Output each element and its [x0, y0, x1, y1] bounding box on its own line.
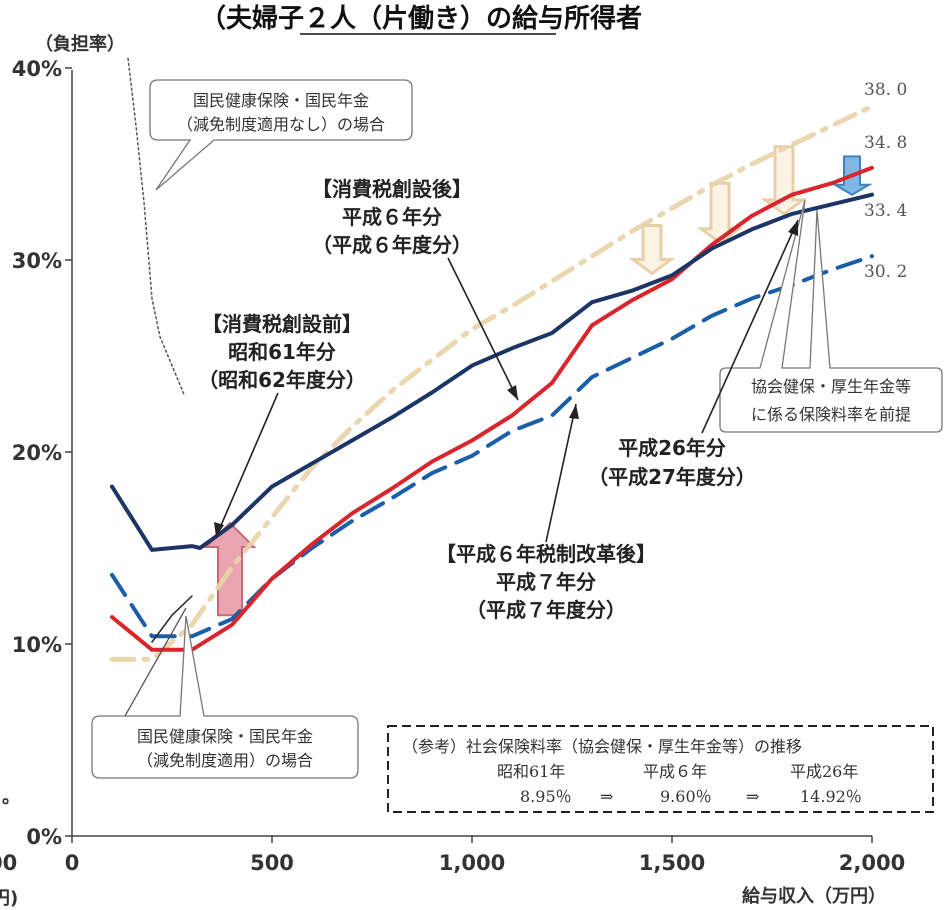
y-tick-label: 20% [12, 441, 62, 465]
before-ct-line1: 【消費税創設前】 [202, 312, 362, 336]
hollow-shift-arrow [628, 223, 676, 276]
series-line-s1994 [110, 165, 874, 652]
edge-label-unit: 円) [0, 888, 18, 909]
reference-year-1: 昭和61年 [497, 762, 565, 781]
x-tick-label: 2,000 [839, 851, 905, 875]
reference-arrow-1: ⇒ [600, 787, 613, 806]
hollow-shift-arrow [760, 145, 808, 216]
pointer-h6reform [545, 403, 577, 543]
reference-value-2: 9.60％ [660, 787, 712, 806]
end-value-label: 34. 8 [864, 133, 907, 153]
before-ct-line2: 昭和61年分 [228, 340, 336, 364]
shift-arrows [628, 145, 808, 276]
y-axis-label: （負担率） [35, 33, 125, 55]
callout-nokg-line2: （減免制度適用なし）の場合 [177, 115, 385, 134]
callout-kg-pointer [124, 607, 187, 717]
edge-label-dot: 。 [2, 787, 20, 808]
end-value-label: 33. 4 [864, 201, 907, 221]
callout-kg-line1: 国民健康保険・国民年金 [137, 727, 313, 746]
annotation-before-ct: 【消費税創設前】 昭和61年分 （昭和62年度分） [198, 312, 366, 392]
annotation-h6reform: 【平成６年税制改革後】 平成７年分 （平成７年度分） [436, 542, 656, 622]
series-line-s_kg [151, 595, 193, 643]
h26-line2: （平成27年度分） [588, 465, 756, 489]
x-tick-label: 500 [250, 851, 294, 875]
pointer-h26 [701, 219, 799, 434]
annotation-after-ct: 【消費税創設後】 平成６年分 （平成６年度分） [312, 177, 472, 257]
x-axis-label: 給与収入（万円） [742, 885, 886, 907]
callout-nokg: 国民健康保険・国民年金 （減免制度適用なし）の場合 [149, 79, 413, 191]
hollow-shift-arrow [696, 181, 744, 245]
x-tick-label: 1,000 [439, 851, 505, 875]
callout-kg-line2: （減免制度適用）の場合 [137, 751, 313, 770]
reference-value-1: 8.95％ [520, 787, 572, 806]
y-tick-label: 40% [12, 57, 62, 81]
callout-nokg-line1: 国民健康保険・国民年金 [193, 91, 369, 110]
pointer-lines [215, 219, 799, 543]
reference-year-3: 平成26年 [790, 762, 858, 781]
h26-line1: 平成26年分 [618, 436, 726, 460]
y-tick-label: 10% [12, 633, 62, 657]
h6reform-line2: 平成７年分 [496, 570, 596, 594]
callout-kyokai: 協会健保・厚生年金等 に係る保険料率を前提 [719, 199, 943, 433]
reference-value-3: 14.92％ [800, 787, 862, 806]
callout-kg: 国民健康保険・国民年金 （減免制度適用）の場合 [91, 607, 359, 779]
h6reform-line3: （平成７年度分） [466, 598, 626, 622]
x-tick-label: 0 [65, 851, 80, 875]
callout-kyokai-line1: 協会健保・厚生年金等 [751, 377, 911, 396]
end-value-label: 30. 2 [864, 262, 907, 282]
edge-label-00: 00 [0, 851, 17, 875]
series-line-s_nokg [127, 57, 185, 396]
series-line-s2014 [109, 103, 875, 662]
h6reform-line1: 【平成６年税制改革後】 [436, 542, 656, 566]
reference-box: （参考）社会保険料率（協会健保・厚生年金等）の推移 昭和61年 平成６年 平成2… [387, 725, 934, 813]
x-tick-label: 1,500 [639, 851, 705, 875]
series-line-s1995 [110, 254, 874, 639]
pointer-heads [214, 220, 798, 537]
after-ct-line2: 平成６年分 [342, 205, 442, 229]
before-ct-line3: （昭和62年度分） [198, 368, 366, 392]
reference-title: （参考）社会保険料率（協会健保・厚生年金等）の推移 [402, 737, 802, 756]
reference-year-2: 平成６年 [643, 762, 707, 781]
reference-arrow-2: ⇒ [746, 787, 759, 806]
after-ct-line3: （平成６年度分） [312, 233, 472, 257]
y-tick-label: 30% [12, 249, 62, 273]
end-value-label: 38. 0 [864, 80, 907, 100]
chart-title: （夫婦子２人（片働き）の給与所得者 [200, 3, 642, 34]
series-line-s1986 [110, 192, 874, 552]
after-ct-line1: 【消費税創設後】 [312, 177, 472, 201]
callout-kyokai-line2: に係る保険料率を前提 [751, 405, 911, 424]
pointer-before-ct [215, 392, 279, 538]
annotation-h26: 平成26年分 （平成27年度分） [588, 436, 756, 489]
y-tick-label: 0% [26, 825, 62, 849]
pointer-after-ct [447, 257, 519, 401]
